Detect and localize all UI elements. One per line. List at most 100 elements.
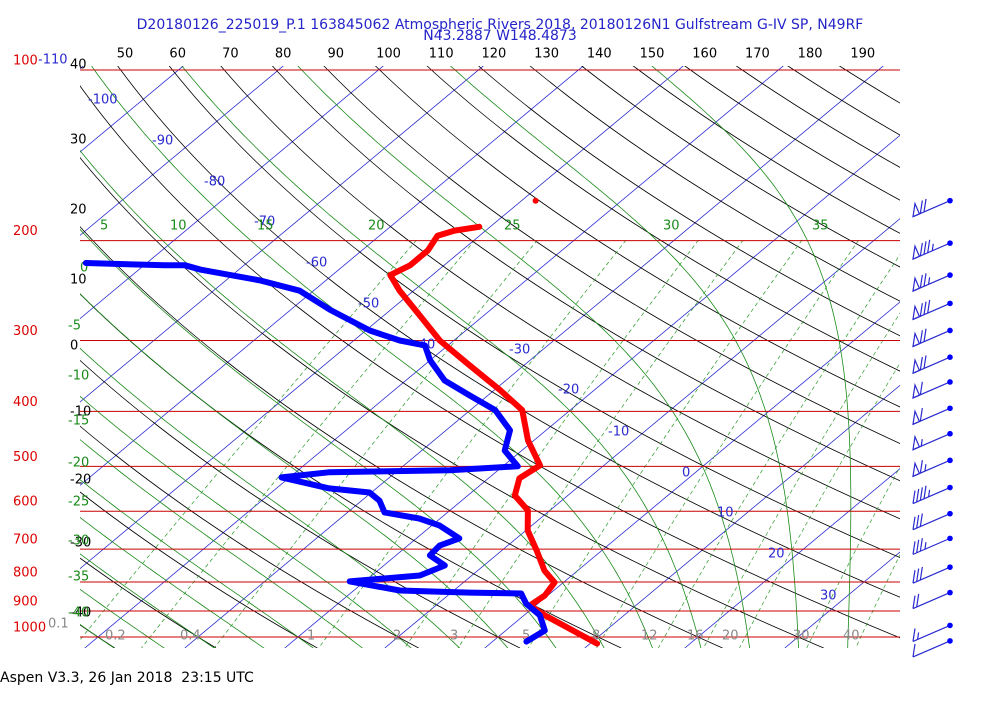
barb-staff: [912, 640, 951, 658]
mixing-ratio-label: 20: [722, 629, 739, 644]
mixing-ratio-line: [703, 312, 900, 648]
dry-adiabat: [80, 85, 900, 639]
isotherm-label: -50: [358, 297, 379, 312]
mixing-ratio-label: 0.4: [180, 629, 201, 644]
mixing-ratio-line: [457, 239, 744, 648]
isotherm-label: -30: [509, 343, 530, 358]
barb-staff: [912, 513, 951, 531]
theta-label: -40: [70, 606, 91, 621]
barb-full: [927, 299, 931, 314]
barb-pennant: [912, 358, 921, 375]
mixing-ratio-label: 12: [641, 629, 658, 644]
isotherm-label: 0: [682, 466, 690, 481]
barb-station: [947, 379, 953, 385]
moist-label: -5: [68, 319, 81, 334]
moist-label: -30: [68, 534, 89, 549]
barb-full: [916, 539, 920, 553]
isotherm: [384, 218, 900, 648]
moist-adiabat: [80, 347, 461, 648]
barb-station: [947, 197, 953, 204]
barb-full: [912, 595, 916, 609]
barb-full: [919, 274, 923, 289]
dry-adiabat: [271, 66, 900, 482]
mixing-ratio-line: [318, 239, 627, 648]
barb-pennant: [912, 201, 921, 218]
dry-adiabat: [787, 66, 900, 136]
moist-adiabat: [80, 479, 314, 648]
wind-barbs: [912, 197, 953, 658]
barb-staff: [912, 486, 951, 505]
dry-adiabat: [80, 425, 419, 648]
isotherm: [684, 468, 900, 648]
top-tick-label: 60: [169, 47, 186, 62]
barb-full: [912, 628, 916, 642]
moist-label: -25: [68, 495, 89, 510]
barb-pennant: [912, 461, 921, 478]
pressure-label: 700: [13, 533, 38, 548]
barb-half: [924, 542, 927, 550]
wind-barb: [912, 589, 953, 610]
pressure-label: 300: [13, 324, 38, 339]
barb-full: [919, 538, 923, 552]
barb-station: [947, 354, 953, 360]
moist-label: -10: [68, 369, 89, 384]
wind-barb: [912, 354, 953, 375]
barb-station: [947, 300, 953, 307]
moist-adiabat: [651, 66, 852, 648]
isotherm: [784, 551, 900, 648]
mixing-ratio-label: 40: [843, 629, 860, 644]
isotherm-label: -20: [558, 383, 579, 398]
isotherm-label: 20: [768, 547, 785, 562]
profile-line: [82, 260, 548, 645]
moist-label: 10: [170, 219, 187, 234]
top-tick-label: 150: [640, 47, 665, 62]
isotherm: [184, 66, 884, 648]
barb-full: [919, 460, 923, 474]
barb-full: [919, 200, 923, 214]
barb-station: [947, 405, 953, 412]
mixing-ratio-label: 30: [793, 629, 810, 644]
barb-full: [919, 566, 923, 581]
top-tick-label: 120: [481, 47, 506, 62]
isotherm: [80, 66, 684, 570]
pressure-label: 1000: [13, 621, 46, 636]
wind-barb: [912, 379, 953, 399]
dry-adiabat: [80, 156, 824, 648]
pressure-label: 600: [13, 495, 38, 510]
mixing-ratio-label: 16: [687, 629, 704, 644]
barb-station: [947, 272, 953, 278]
barb-station: [947, 484, 953, 491]
dry-adiabat: [478, 66, 900, 337]
isotherm-label: -70: [254, 215, 275, 230]
theta-label: -10: [70, 405, 91, 420]
dry-adiabat: [374, 66, 900, 408]
barb-pennant: [912, 409, 921, 426]
dry-adiabat: [220, 66, 900, 520]
barb-full: [919, 487, 923, 501]
barb-station: [947, 622, 953, 629]
moist-label: 25: [504, 219, 521, 234]
theta-label: 20: [70, 203, 87, 218]
dry-adiabat: [838, 66, 900, 104]
wind-barb: [912, 405, 953, 426]
isotherm: [84, 66, 784, 648]
mixing-ratio-line: [141, 239, 476, 648]
wind-barb: [912, 457, 953, 478]
barb-full: [912, 541, 916, 555]
top-tick-label: 110: [429, 47, 454, 62]
top-tick-label: 190: [850, 47, 875, 62]
barb-full: [923, 198, 927, 212]
moist-adiabat: [80, 228, 557, 648]
isotherm-label: -80: [204, 175, 225, 190]
pressure-label: 800: [13, 566, 38, 581]
wind-barb: [912, 510, 953, 531]
moist-adiabat: [449, 66, 799, 648]
wind-barb: [912, 535, 953, 555]
barb-half: [928, 277, 931, 285]
mixing-ratio-label: 1: [307, 629, 315, 644]
mixing-ratio-line: [214, 239, 538, 648]
theta-label: 10: [70, 273, 87, 288]
wind-barb: [912, 430, 953, 451]
moist-label: 35: [812, 219, 829, 234]
